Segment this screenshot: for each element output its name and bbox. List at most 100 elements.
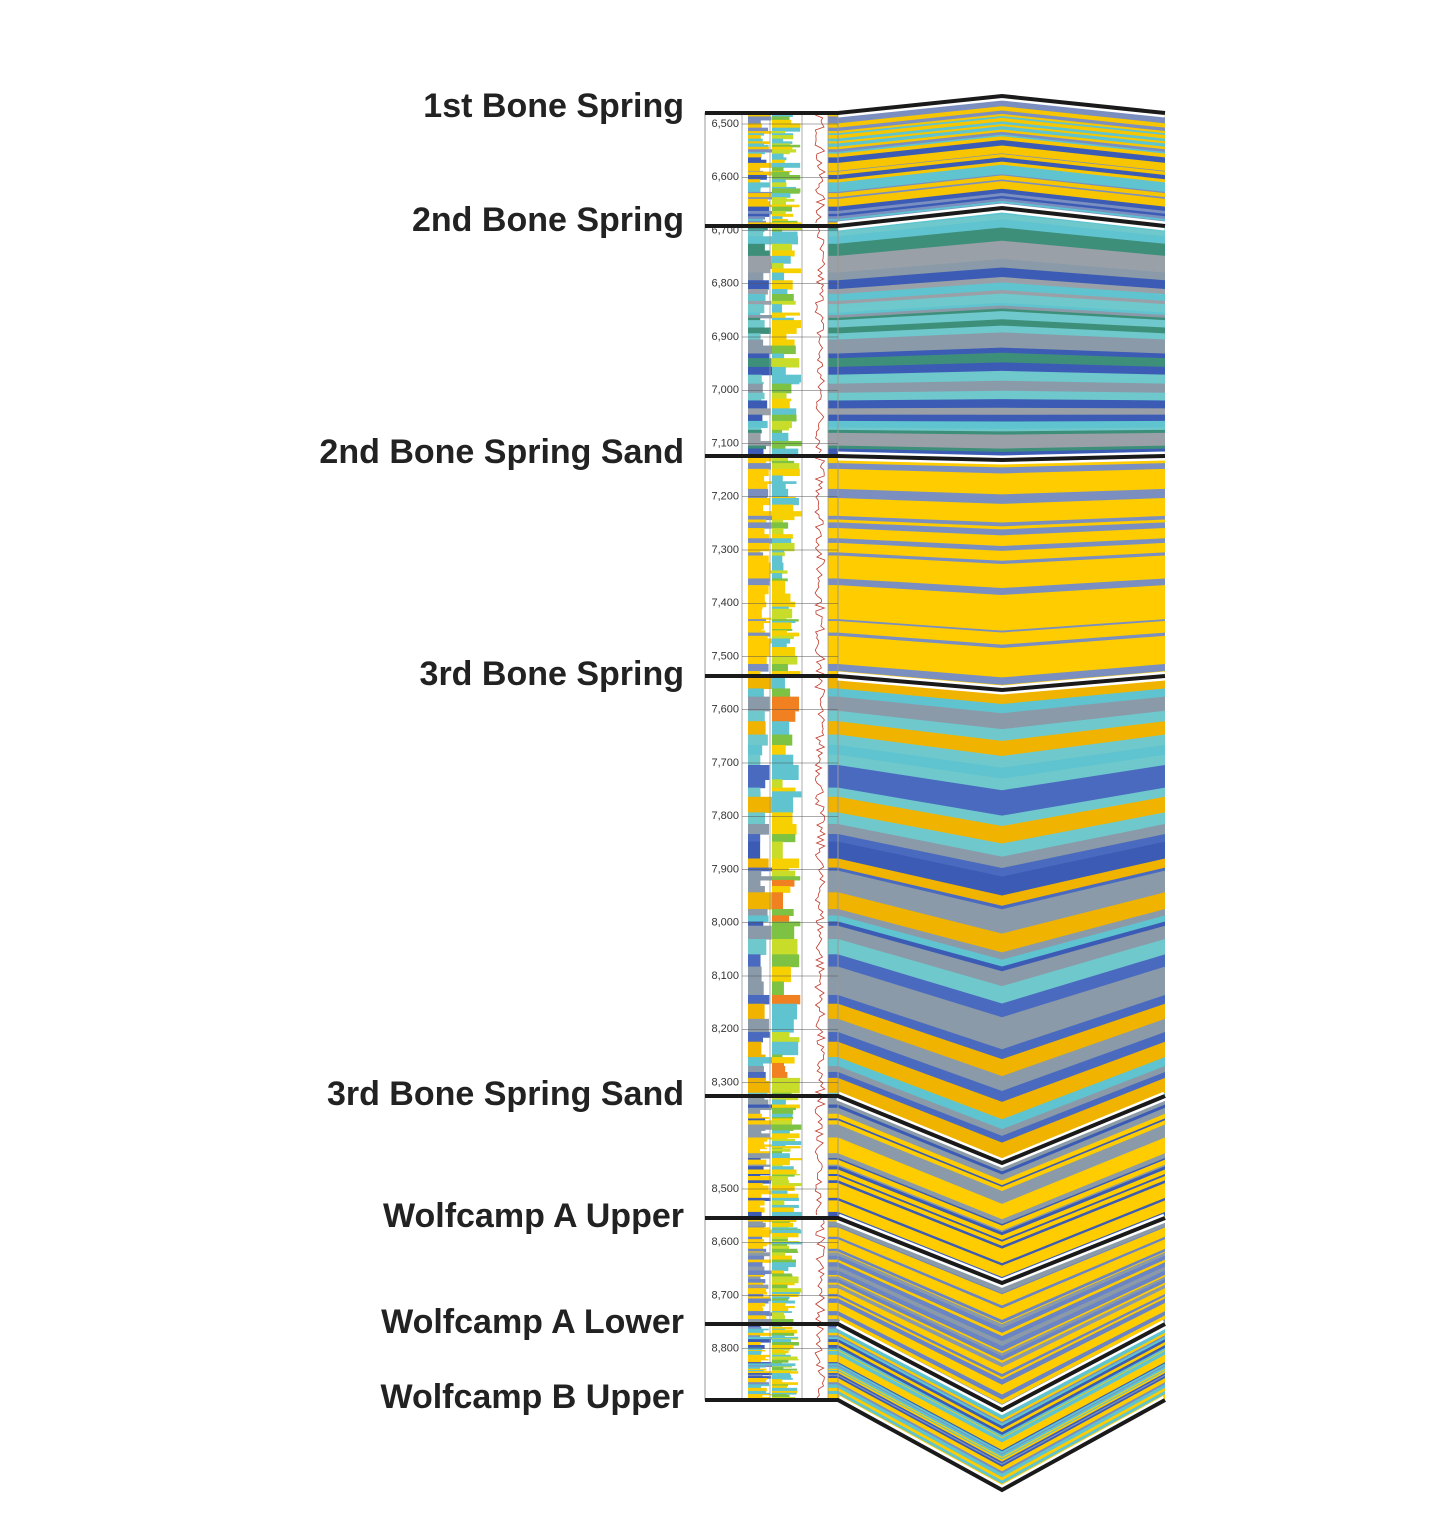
log-track-4 — [828, 1104, 838, 1109]
block-stripe — [838, 259, 1165, 281]
log-track-4 — [828, 366, 838, 376]
log-track-4 — [828, 153, 838, 159]
log-track-2 — [772, 1356, 798, 1360]
log-track-2 — [772, 1392, 797, 1395]
block-stripe — [838, 632, 1165, 649]
log-track-2 — [772, 1248, 798, 1253]
formation-label: 2nd Bone Spring Sand — [319, 433, 684, 471]
log-track-1 — [748, 515, 774, 521]
log-track-4 — [828, 622, 838, 630]
log-track-1 — [748, 1018, 769, 1033]
log-track-2 — [772, 1344, 794, 1349]
formation-label: 3rd Bone Spring — [420, 655, 684, 693]
log-track-4 — [828, 522, 838, 529]
log-track-1 — [748, 1065, 764, 1073]
log-track-2 — [772, 231, 798, 237]
log-track-4 — [828, 1359, 838, 1361]
log-track-4 — [828, 293, 838, 302]
log-track-1 — [748, 1255, 765, 1261]
log-track-1 — [748, 1338, 773, 1340]
log-track-1 — [748, 1228, 763, 1231]
log-track-2 — [772, 1378, 793, 1380]
log-track-1 — [748, 1180, 772, 1184]
formation-line — [705, 1322, 1166, 1413]
log-track-4 — [828, 601, 838, 608]
log-track-1 — [748, 345, 773, 355]
block-stripe — [838, 380, 1165, 394]
log-track-4 — [828, 1018, 838, 1033]
log-track-2 — [772, 1227, 798, 1230]
log-track-4 — [828, 606, 838, 610]
log-track-2 — [772, 171, 790, 176]
log-track-4 — [828, 1359, 838, 1363]
log-track-2 — [772, 1174, 801, 1176]
log-track-1 — [748, 744, 763, 756]
block-stripe — [838, 938, 1165, 1005]
log-track-1 — [748, 151, 765, 155]
block-stripe — [838, 511, 1165, 524]
log-track-4 — [828, 879, 838, 887]
log-track-4 — [828, 420, 838, 429]
log-track-1 — [748, 1229, 773, 1234]
block-stripe — [838, 170, 1165, 193]
log-track-2 — [772, 198, 795, 202]
log-track-2 — [772, 135, 794, 140]
log-track-1 — [748, 542, 770, 552]
block-stripe — [838, 515, 1165, 528]
log-track-4 — [828, 149, 838, 153]
log-track-1 — [748, 268, 770, 274]
log-track-1 — [748, 1392, 771, 1395]
block-stripe — [838, 227, 1165, 252]
log-track-2 — [772, 1211, 802, 1217]
log-track-4 — [828, 647, 838, 657]
log-track-1 — [748, 289, 768, 295]
log-track-4 — [828, 1279, 838, 1284]
log-track-1 — [748, 1169, 771, 1175]
log-track-4 — [828, 892, 838, 910]
log-track-2 — [772, 954, 800, 968]
log-track-4 — [828, 497, 838, 506]
log-track-2 — [772, 573, 783, 580]
log-track-1 — [748, 550, 761, 553]
log-track-2 — [772, 131, 786, 134]
log-track-2 — [772, 580, 786, 586]
log-track-4 — [828, 1259, 838, 1263]
log-track-2 — [772, 552, 785, 557]
log-track-4 — [828, 191, 838, 194]
log-track-4 — [828, 573, 838, 580]
log-track-1 — [748, 213, 770, 217]
log-track-4 — [828, 170, 838, 173]
log-track-2 — [772, 1099, 786, 1106]
log-track-4 — [828, 496, 838, 499]
log-track-2 — [772, 1062, 784, 1067]
log-track-1 — [748, 1363, 774, 1367]
log-track-2 — [772, 765, 799, 780]
log-track-4 — [828, 1158, 838, 1161]
log-track-4 — [828, 528, 838, 535]
log-track-2 — [772, 414, 797, 422]
log-track-1 — [748, 1371, 772, 1374]
log-track-2 — [772, 858, 799, 869]
block-stripe — [838, 154, 1165, 176]
log-track-2 — [772, 1232, 799, 1238]
formation-label: 2nd Bone Spring — [412, 201, 684, 239]
log-track-4 — [828, 445, 838, 450]
log-track-1 — [748, 632, 771, 637]
log-track-2 — [772, 216, 783, 220]
log-track-2 — [772, 1190, 788, 1195]
log-track-2 — [772, 1328, 786, 1331]
log-track-4 — [828, 1365, 838, 1368]
log-track-1 — [748, 787, 761, 792]
log-track-1 — [748, 1359, 761, 1363]
log-track-4 — [828, 779, 838, 789]
log-track-2 — [772, 1169, 797, 1175]
block-stripe — [838, 710, 1165, 742]
log-track-1 — [748, 779, 766, 789]
log-track-4 — [828, 1109, 838, 1115]
log-track-2 — [772, 1311, 792, 1313]
log-track-1 — [748, 1041, 762, 1056]
log-track-1 — [748, 1146, 765, 1149]
log-track-2 — [772, 823, 797, 835]
log-track-2 — [772, 1109, 794, 1115]
log-track-2 — [772, 632, 800, 637]
